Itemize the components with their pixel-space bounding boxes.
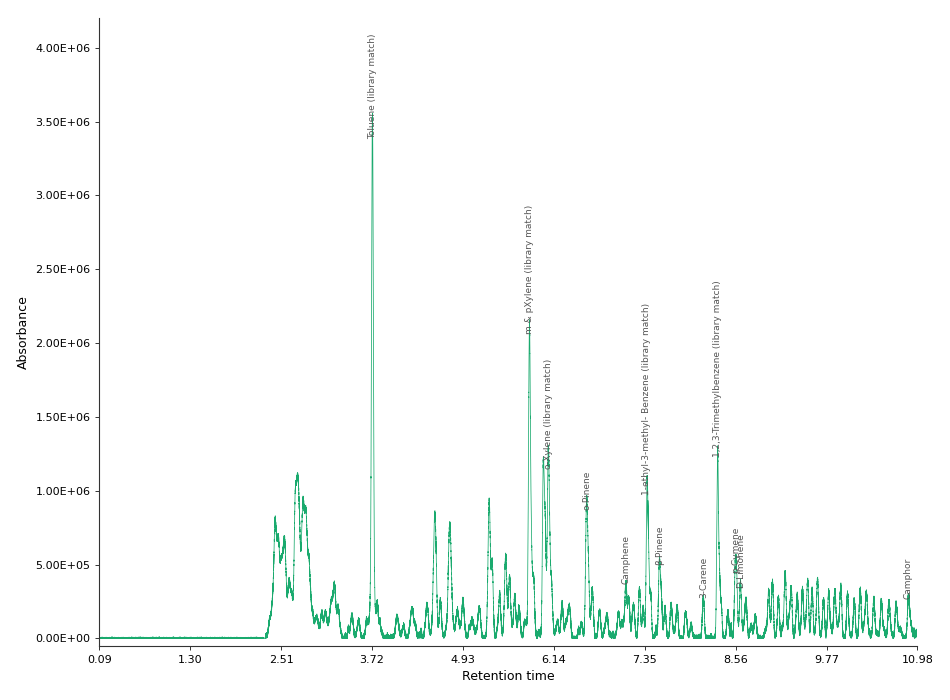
Text: Camphor: Camphor	[903, 558, 913, 599]
Text: Camphene: Camphene	[621, 535, 631, 584]
Text: 1,2,3-Trimethylbenzene (library match): 1,2,3-Trimethylbenzene (library match)	[713, 280, 722, 456]
Text: 3-Carene: 3-Carene	[699, 557, 708, 598]
Text: m & pXylene (library match): m & pXylene (library match)	[525, 205, 534, 334]
Text: 1-ethyl-3-methyl- Benzene (library match): 1-ethyl-3-methyl- Benzene (library match…	[642, 303, 652, 495]
Text: D-Limonene: D-Limonene	[736, 533, 745, 588]
Text: Toluene (library match): Toluene (library match)	[368, 34, 377, 139]
Text: p-Cymene: p-Cymene	[731, 527, 740, 573]
Text: β-Pinene: β-Pinene	[655, 525, 664, 564]
X-axis label: Retention time: Retention time	[462, 671, 555, 683]
Y-axis label: Absorbance: Absorbance	[17, 295, 29, 369]
Text: o-Pinene: o-Pinene	[582, 470, 591, 510]
Text: o-Xylene (library match): o-Xylene (library match)	[543, 358, 553, 468]
